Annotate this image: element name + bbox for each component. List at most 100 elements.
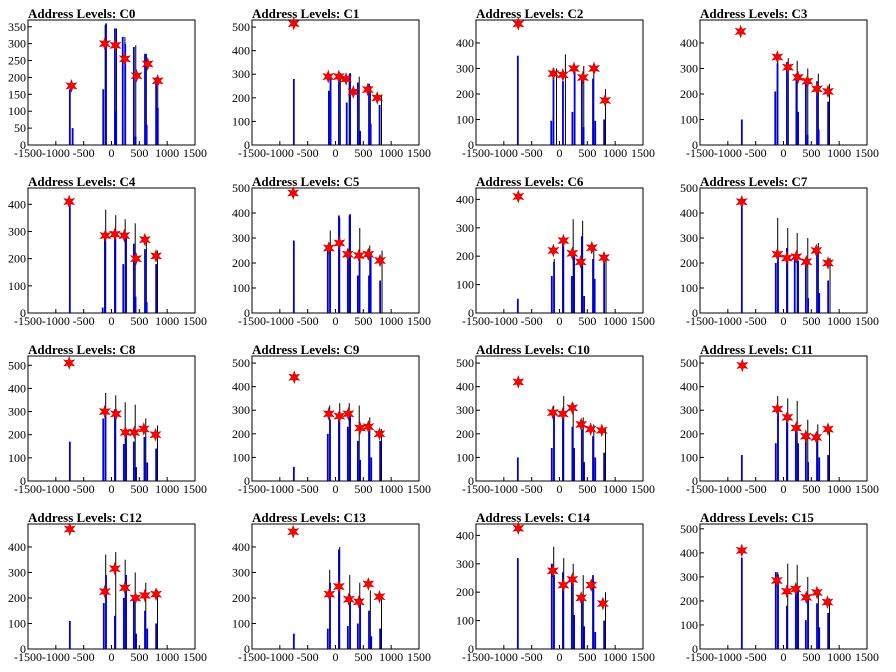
peak-star-marker bbox=[98, 404, 111, 419]
x-tick-label: -500 bbox=[297, 146, 319, 160]
panel-title: Address Levels: C3 bbox=[700, 6, 808, 21]
peak-star-marker bbox=[822, 256, 835, 270]
y-tick-label: 400 bbox=[680, 380, 698, 394]
y-tick-label: 400 bbox=[8, 540, 26, 554]
data-bar bbox=[349, 414, 351, 481]
peak-star-marker bbox=[130, 251, 142, 266]
data-bar bbox=[346, 626, 349, 649]
y-tick-label: 400 bbox=[456, 380, 474, 394]
plot-frame bbox=[475, 523, 644, 650]
x-tick-label: 0 bbox=[333, 146, 339, 160]
data-bar bbox=[816, 250, 818, 313]
peak-star-marker bbox=[801, 74, 814, 89]
y-tick-label: 400 bbox=[680, 206, 698, 220]
data-bar bbox=[583, 626, 585, 649]
data-bar bbox=[594, 457, 597, 481]
data-bar bbox=[786, 62, 788, 145]
x-tick-label: 1500 bbox=[407, 482, 431, 496]
x-tick-label: -1500 bbox=[14, 146, 42, 160]
data-bar bbox=[114, 28, 116, 145]
peak-star-marker bbox=[371, 90, 384, 105]
peak-star-marker bbox=[574, 254, 587, 269]
peak-star-marker bbox=[585, 240, 598, 255]
data-bar bbox=[774, 263, 777, 313]
x-tick-label: 1500 bbox=[631, 650, 655, 664]
data-bar bbox=[562, 81, 564, 145]
peak-star-marker bbox=[810, 243, 823, 258]
data-bar bbox=[570, 577, 573, 649]
y-tick-label: 500 bbox=[8, 358, 26, 372]
data-bar bbox=[794, 591, 797, 649]
x-tick-label: 500 bbox=[802, 146, 820, 160]
data-bar bbox=[582, 127, 585, 145]
data-bar bbox=[338, 74, 340, 145]
y-tick-label: 100 bbox=[232, 281, 250, 295]
panel-title: Address Levels: C5 bbox=[252, 174, 360, 189]
data-bar bbox=[379, 440, 382, 481]
data-bar bbox=[125, 430, 127, 481]
y-tick-label: 200 bbox=[8, 591, 26, 605]
data-bar bbox=[786, 248, 788, 313]
x-tick-label: -1000 bbox=[266, 482, 294, 496]
data-bar bbox=[740, 557, 743, 649]
x-tick-label: -1000 bbox=[266, 314, 294, 328]
panel-title: Address Levels: C8 bbox=[28, 342, 136, 357]
data-bar bbox=[132, 597, 135, 649]
x-tick-label: 500 bbox=[578, 482, 596, 496]
data-bar bbox=[740, 455, 743, 481]
data-bar bbox=[329, 248, 331, 313]
x-tick-label: -1000 bbox=[490, 482, 518, 496]
data-bar bbox=[603, 256, 606, 313]
data-bar bbox=[379, 628, 382, 649]
data-bar bbox=[592, 259, 594, 313]
data-bar bbox=[326, 433, 329, 481]
y-tick-label: 400 bbox=[680, 36, 698, 50]
y-tick-label: 0 bbox=[692, 474, 698, 488]
data-bar bbox=[740, 119, 743, 145]
y-tick-label: 0 bbox=[20, 306, 26, 320]
data-bar bbox=[105, 23, 107, 145]
peak-star-marker bbox=[118, 51, 131, 66]
y-tick-label: 100 bbox=[456, 450, 474, 464]
x-tick-label: 500 bbox=[578, 650, 596, 664]
chart-panel-14: Address Levels: C14 0 100 200 300 400 -1500 -10… bbox=[456, 510, 655, 664]
chart-panel-12: Address Levels: C12 0 100 200 300 400 -1500 -10… bbox=[8, 510, 207, 664]
y-tick-label: 0 bbox=[468, 474, 474, 488]
data-bar bbox=[115, 111, 117, 145]
plot-frame bbox=[475, 187, 644, 314]
x-tick-label: -1000 bbox=[42, 650, 70, 664]
y-tick-label: 200 bbox=[680, 594, 698, 608]
data-bar bbox=[516, 298, 519, 313]
data-bar bbox=[144, 610, 146, 649]
peak-star-marker bbox=[342, 592, 355, 607]
x-tick-label: 1000 bbox=[155, 482, 179, 496]
peak-star-marker bbox=[63, 356, 76, 370]
y-tick-label: 200 bbox=[456, 427, 474, 441]
plot-frame bbox=[251, 19, 420, 146]
x-tick-label: 1000 bbox=[827, 650, 851, 664]
plot-frame bbox=[475, 19, 644, 146]
peak-star-marker bbox=[735, 543, 748, 558]
data-bar bbox=[125, 575, 127, 649]
data-bar bbox=[369, 123, 372, 145]
peak-star-marker bbox=[800, 590, 813, 605]
y-tick-label: 300 bbox=[232, 67, 250, 81]
x-tick-label: 0 bbox=[557, 482, 563, 496]
data-bar bbox=[592, 436, 594, 481]
y-tick-label: 100 bbox=[8, 104, 26, 118]
data-bar bbox=[516, 457, 519, 481]
y-tick-label: 500 bbox=[456, 356, 474, 370]
data-bar bbox=[328, 90, 330, 145]
x-tick-label: 1500 bbox=[855, 314, 879, 328]
y-tick-label: 400 bbox=[680, 546, 698, 560]
x-tick-label: 1500 bbox=[855, 146, 879, 160]
peak-star-marker bbox=[585, 578, 598, 592]
data-bar bbox=[326, 250, 329, 313]
peak-star-marker bbox=[512, 189, 525, 204]
y-tick-label: 300 bbox=[232, 231, 250, 245]
peak-star-marker bbox=[810, 430, 823, 445]
x-tick-label: 500 bbox=[578, 314, 596, 328]
peak-star-marker bbox=[362, 577, 375, 591]
y-tick-label: 350 bbox=[8, 20, 26, 34]
x-tick-label: -500 bbox=[297, 482, 319, 496]
